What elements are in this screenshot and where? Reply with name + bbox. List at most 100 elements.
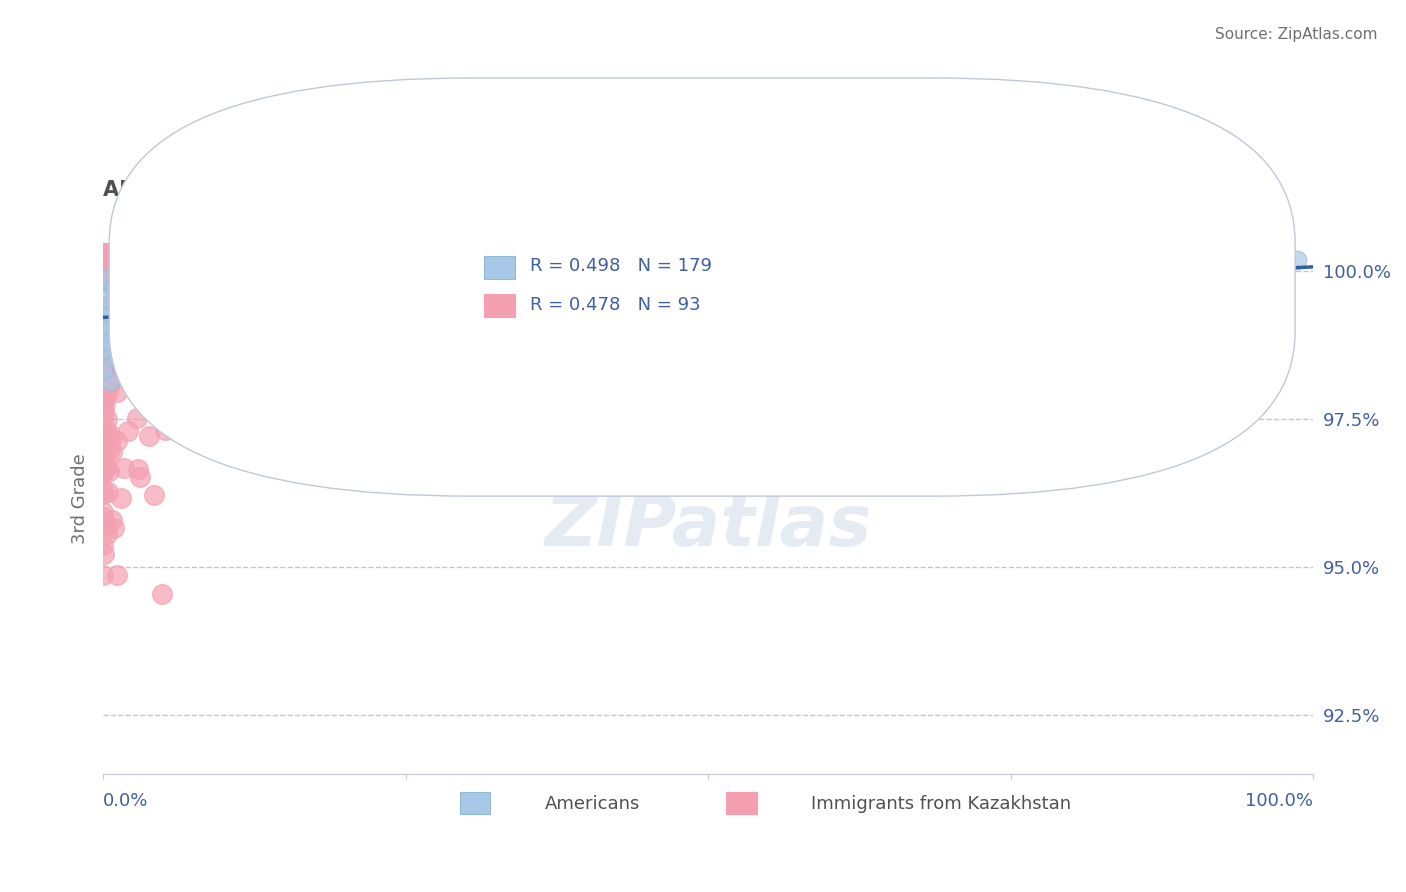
Point: [1256, 256, 1278, 270]
Point: [108, 318, 131, 333]
Point: [531, 276, 554, 290]
Point: [91, 252, 114, 267]
Point: [91, 269, 114, 284]
Point: [103, 353, 125, 368]
Point: [1122, 279, 1144, 293]
Point: [94, 458, 117, 473]
Bar: [727, 791, 756, 814]
Point: [298, 326, 321, 340]
Point: [91, 464, 114, 478]
Point: [277, 278, 299, 293]
Point: [146, 391, 169, 405]
Point: [120, 311, 142, 326]
Point: [129, 246, 152, 260]
Point: [188, 288, 211, 302]
Point: [238, 296, 260, 310]
Point: [131, 327, 153, 342]
Point: [283, 278, 305, 293]
Point: [624, 285, 647, 300]
Point: [120, 281, 142, 295]
Point: [1161, 283, 1184, 297]
Point: [127, 312, 149, 326]
Point: [124, 317, 146, 331]
Point: [94, 352, 117, 367]
Point: [651, 278, 673, 293]
Point: [211, 305, 233, 319]
Point: [159, 306, 181, 320]
Point: [100, 445, 122, 459]
Point: [186, 320, 208, 334]
Point: [96, 461, 118, 475]
Point: [217, 343, 239, 358]
Point: [766, 284, 789, 298]
Point: [104, 310, 127, 325]
Point: [290, 346, 312, 360]
Point: [659, 311, 682, 326]
Point: [941, 261, 963, 276]
Point: [94, 305, 117, 319]
Point: [97, 264, 120, 278]
Point: [93, 450, 115, 465]
Point: [93, 373, 115, 387]
Point: [1170, 275, 1192, 289]
Point: [91, 466, 114, 480]
Point: [868, 273, 890, 287]
Y-axis label: 3rd Grade: 3rd Grade: [72, 453, 89, 544]
Point: [252, 329, 274, 343]
Point: [1146, 292, 1168, 306]
Point: [349, 328, 371, 343]
Point: [1129, 253, 1152, 268]
Point: [1272, 288, 1295, 302]
Point: [141, 287, 163, 301]
Point: [93, 392, 115, 406]
Point: [101, 345, 124, 359]
Point: [905, 269, 928, 284]
Point: [544, 296, 567, 310]
Point: [91, 297, 114, 311]
Text: 100.0%: 100.0%: [1246, 792, 1313, 810]
Point: [1002, 264, 1025, 278]
Point: [100, 351, 122, 365]
Point: [508, 312, 530, 326]
Point: [134, 291, 156, 305]
Point: [124, 304, 146, 318]
Point: [368, 258, 391, 272]
Point: [166, 316, 188, 330]
Point: [93, 246, 115, 260]
Point: [1028, 285, 1050, 299]
Point: [98, 464, 121, 478]
Point: [127, 462, 149, 476]
Point: [138, 296, 160, 310]
Point: [1244, 263, 1267, 277]
Bar: [484, 294, 515, 318]
Point: [890, 269, 912, 284]
Point: [125, 343, 148, 357]
Point: [990, 256, 1012, 270]
Point: [373, 292, 395, 306]
Point: [114, 461, 136, 475]
Text: Americans: Americans: [546, 796, 640, 814]
Point: [194, 292, 217, 306]
Point: [170, 340, 193, 354]
Point: [91, 410, 114, 425]
Point: [94, 246, 117, 260]
Point: [97, 484, 120, 499]
Point: [96, 412, 118, 426]
Point: [702, 258, 724, 272]
Point: [91, 436, 114, 450]
Point: [93, 548, 115, 562]
Point: [143, 269, 166, 284]
Point: [1144, 263, 1167, 277]
Point: [891, 276, 914, 290]
Point: [668, 257, 690, 271]
Point: [91, 342, 114, 356]
Point: [233, 288, 256, 302]
Point: [104, 281, 127, 295]
Point: [91, 300, 114, 314]
Bar: [484, 256, 515, 279]
Point: [91, 376, 114, 391]
Point: [93, 387, 115, 401]
Point: [107, 364, 129, 378]
Point: [356, 250, 378, 264]
Point: [91, 482, 114, 496]
